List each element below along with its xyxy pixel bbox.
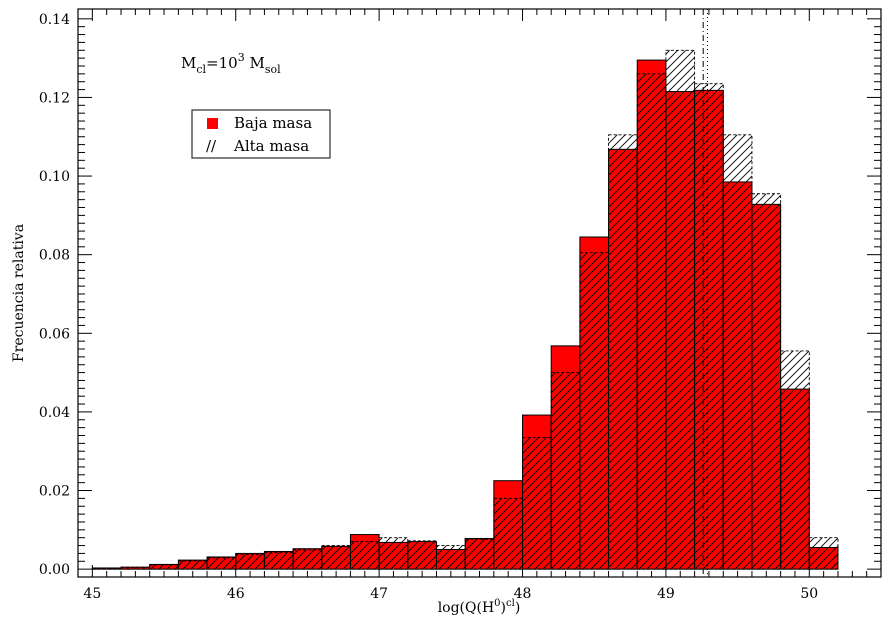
alta-bar-4 bbox=[206, 557, 237, 570]
y-axis-title: Frecuencia relativa bbox=[11, 224, 27, 362]
alta-bar-11 bbox=[407, 540, 437, 570]
alta-bar-12 bbox=[436, 545, 466, 570]
y-tick-label-1: 0.02 bbox=[39, 484, 70, 500]
alta-bar-1 bbox=[120, 566, 151, 570]
y-tick-label-6: 0.12 bbox=[39, 90, 70, 106]
x-tick-label-1: 46 bbox=[227, 586, 245, 602]
alta-bar-3 bbox=[177, 560, 208, 570]
legend-label-baja: Baja masa bbox=[234, 114, 312, 132]
y-tick-label-7: 0.14 bbox=[39, 12, 70, 28]
alta-bar-23 bbox=[751, 193, 782, 570]
alta-bar-25 bbox=[808, 537, 839, 570]
alta-bar-7 bbox=[292, 549, 323, 570]
y-tick-label-4: 0.08 bbox=[39, 248, 70, 264]
legend-label-alta: Alta masa bbox=[233, 137, 309, 155]
legend-swatch-baja bbox=[207, 118, 218, 129]
alta-bar-15 bbox=[522, 437, 552, 570]
alta-bar-2 bbox=[149, 564, 179, 570]
x-tick-label-4: 49 bbox=[657, 586, 675, 602]
alta-bar-9 bbox=[349, 541, 380, 570]
alta-bar-10 bbox=[378, 537, 409, 570]
x-tick-labels: 45 46 47 48 49 50 bbox=[83, 586, 818, 602]
y-tick-labels: 0.00 0.02 0.04 0.06 0.08 0.10 0.12 0.14 bbox=[39, 12, 70, 578]
x-axis-title: log(Q(H0)cl) bbox=[438, 598, 521, 616]
x-tick-label-3: 48 bbox=[514, 586, 532, 602]
alta-bar-19 bbox=[636, 73, 667, 570]
alta-bar-22 bbox=[722, 134, 753, 570]
alta-bar-21 bbox=[694, 83, 724, 570]
y-tick-label-0: 0.00 bbox=[39, 562, 70, 578]
legend-glyph-alta: // bbox=[206, 137, 217, 155]
alta-bar-13 bbox=[464, 538, 495, 570]
alta-bar-18 bbox=[608, 134, 638, 570]
x-tick-label-2: 47 bbox=[370, 586, 388, 602]
alta-bar-20 bbox=[665, 49, 696, 570]
alta-bar-24 bbox=[780, 350, 810, 570]
alta-bar-14 bbox=[493, 497, 523, 570]
mass-annotation: Mcl=103 Msol bbox=[181, 51, 281, 76]
y-tick-label-3: 0.06 bbox=[39, 326, 70, 342]
alta-bar-16 bbox=[550, 372, 581, 570]
legend: Baja masa // Alta masa bbox=[191, 109, 331, 159]
alta-bar-8 bbox=[321, 545, 351, 570]
alta-bar-0 bbox=[91, 567, 122, 570]
alta-bar-5 bbox=[235, 554, 265, 570]
alta-bar-6 bbox=[263, 552, 294, 570]
alta-bar-17 bbox=[579, 252, 610, 570]
y-tick-label-2: 0.04 bbox=[39, 405, 70, 421]
axis-ticks bbox=[77, 9, 882, 577]
alta-masa-bars bbox=[91, 49, 839, 570]
reference-lines bbox=[702, 9, 708, 577]
x-tick-label-0: 45 bbox=[83, 586, 101, 602]
x-tick-label-5: 50 bbox=[800, 586, 818, 602]
y-tick-label-5: 0.10 bbox=[39, 169, 70, 185]
